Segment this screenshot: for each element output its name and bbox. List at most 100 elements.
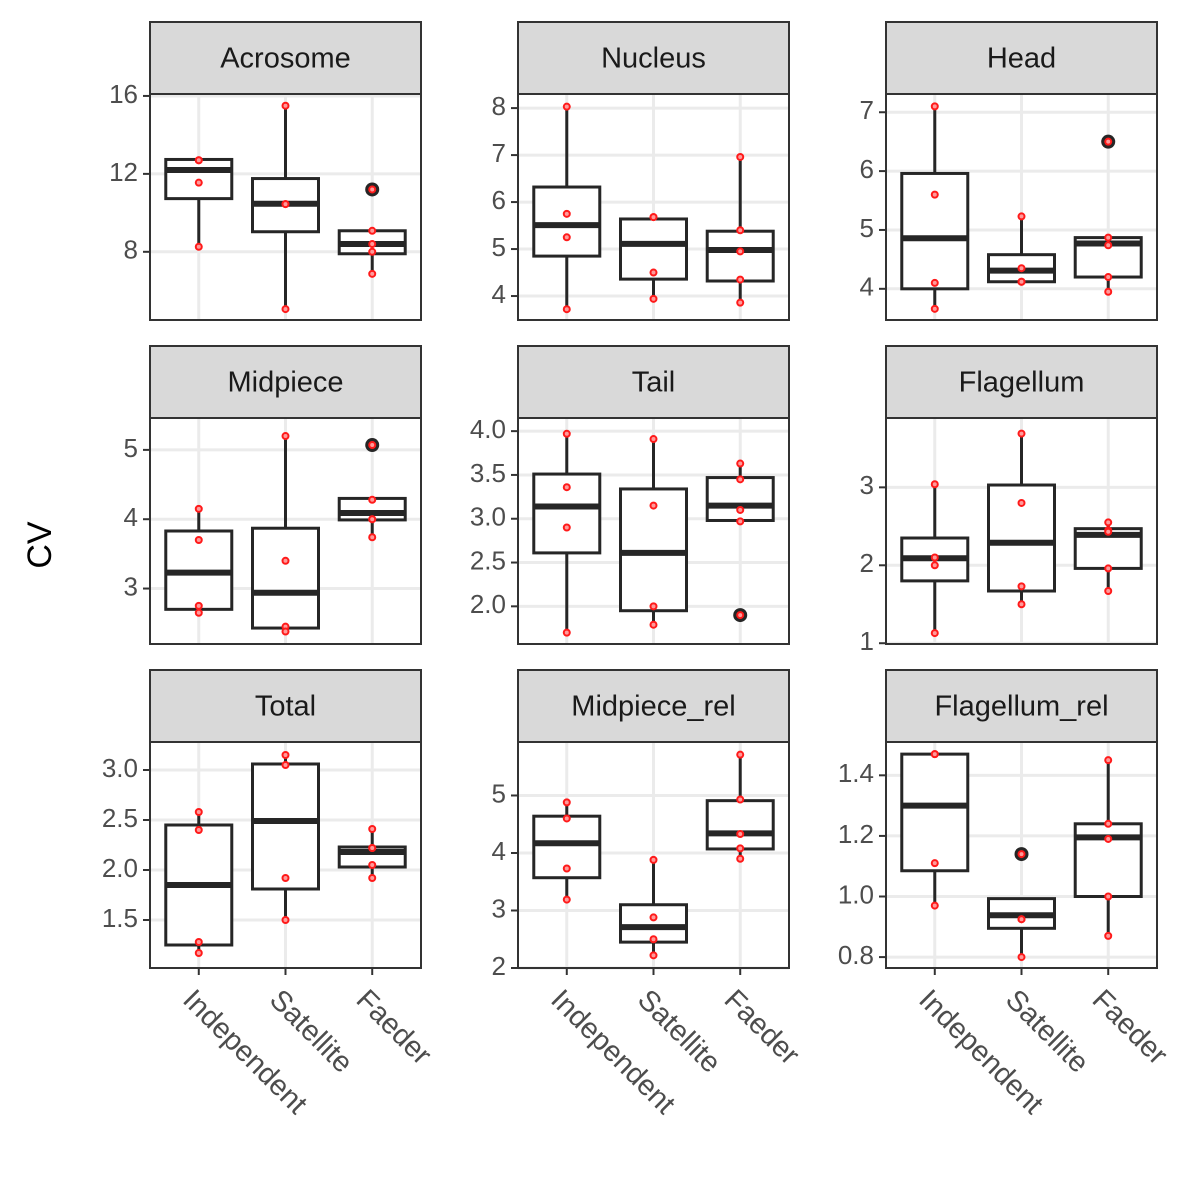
point [736,844,745,853]
y-tick-label: 7 [860,95,874,125]
point [281,556,290,565]
point [281,432,290,441]
point [194,504,203,513]
panel-border [885,417,1158,645]
point [194,938,203,946]
point [736,611,745,620]
point [368,533,377,542]
point [736,505,745,514]
point [1104,137,1113,146]
facet-title: Flagellum_rel [934,691,1108,723]
y-tick-label: 1.5 [102,903,138,933]
point [562,628,571,637]
facet-title: Tail [632,367,676,399]
point [368,844,377,852]
point [1104,527,1113,536]
point [562,233,571,242]
point [930,278,939,287]
strip [149,345,422,419]
point [649,501,658,510]
y-tick-label: 6 [860,154,874,184]
point [1017,498,1026,507]
y-tick-label: 4 [860,272,874,302]
y-tick-label: 4 [492,279,506,309]
point [1017,953,1026,962]
point [649,913,658,922]
point [1104,233,1113,242]
y-tick-label: 4 [492,836,506,866]
point [194,949,203,957]
point [1104,819,1113,828]
strip [517,345,790,419]
panel-border [149,417,422,645]
point [1104,834,1113,843]
point [1104,892,1113,901]
point [194,826,203,834]
point [1104,518,1113,527]
point [1104,587,1113,596]
y-tick-label: 1.0 [838,879,874,909]
panel-border [885,93,1158,321]
box [251,526,320,630]
point [736,830,745,839]
point [562,895,571,904]
point [368,441,377,450]
y-tick-label: 2 [860,548,874,578]
y-tick-label: 2.5 [470,545,506,575]
panel-border [517,417,790,645]
box [705,476,775,522]
point [194,156,203,165]
y-tick-label: 2.0 [470,589,506,619]
point [562,429,571,438]
y-tick-label: 12 [109,157,138,187]
y-tick-label: 1.4 [838,758,874,788]
x-tick-label: Faeder [1086,984,1174,1072]
facet-title: Acrosome [220,43,351,75]
point [1104,287,1113,296]
point [736,795,745,804]
point [1104,756,1113,765]
point [649,268,658,277]
point [736,226,745,235]
point [562,798,571,807]
y-tick-label: 4.0 [470,414,506,444]
point [736,275,745,284]
y-tick-label: 3.0 [470,502,506,532]
y-tick-label: 1 [860,626,874,656]
point [736,750,745,759]
point [1017,582,1026,591]
point [194,536,203,545]
point [736,854,745,863]
point [281,916,290,924]
point [1017,277,1026,286]
point [1104,931,1113,940]
box [251,762,320,891]
y-tick-label: 3.5 [470,458,506,488]
point [1104,564,1113,573]
y-tick-label: 0.8 [838,940,874,970]
point [649,435,658,444]
point [194,178,203,187]
y-tick-label: 5 [860,213,874,243]
point [281,200,290,209]
y-tick-label: 2.5 [102,803,138,833]
point [930,901,939,910]
y-tick-label: 8 [492,91,506,121]
y-tick-label: 2.0 [102,853,138,883]
strip [149,669,422,743]
point [930,561,939,570]
point [1017,850,1026,859]
point [736,298,745,307]
point [368,240,377,249]
point [281,101,290,110]
x-tick-label: Faeder [718,984,806,1072]
point [1104,273,1113,282]
point [562,483,571,492]
point [649,951,658,960]
point [1017,212,1026,221]
y-tick-label: 4 [124,502,138,532]
point [562,864,571,873]
point [562,814,571,823]
point [281,874,290,882]
